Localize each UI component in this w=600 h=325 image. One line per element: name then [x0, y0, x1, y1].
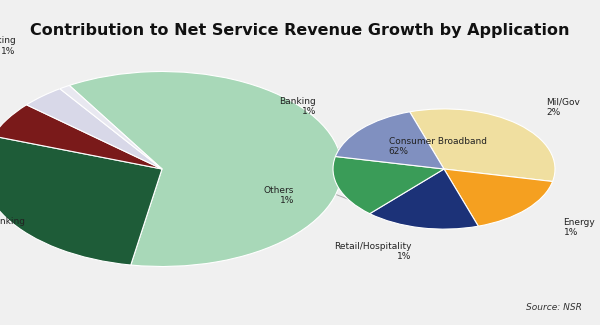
Wedge shape — [26, 89, 162, 169]
Wedge shape — [410, 109, 555, 181]
Text: Backhaul & Trunking
28%: Backhaul & Trunking 28% — [0, 217, 25, 236]
Wedge shape — [0, 105, 162, 169]
Wedge shape — [370, 169, 478, 229]
Text: Banking
1%: Banking 1% — [280, 97, 316, 116]
Text: Source: NSR: Source: NSR — [526, 303, 582, 312]
Wedge shape — [60, 85, 162, 169]
Text: Consumer Broadband
62%: Consumer Broadband 62% — [389, 136, 487, 156]
Wedge shape — [333, 157, 444, 214]
Wedge shape — [0, 136, 162, 265]
Text: Contribution to Net Service Revenue Growth by Application: Contribution to Net Service Revenue Grow… — [30, 23, 570, 38]
Text: Others
1%: Others 1% — [264, 186, 294, 205]
Text: Mil/Gov
2%: Mil/Gov 2% — [547, 98, 580, 117]
Wedge shape — [69, 72, 342, 266]
Text: Energy
1%: Energy 1% — [563, 218, 595, 237]
Text: Retail/Hospitality
1%: Retail/Hospitality 1% — [334, 241, 412, 261]
Wedge shape — [335, 112, 444, 169]
Wedge shape — [444, 169, 553, 226]
Text: Banking
1%: Banking 1% — [0, 36, 16, 56]
